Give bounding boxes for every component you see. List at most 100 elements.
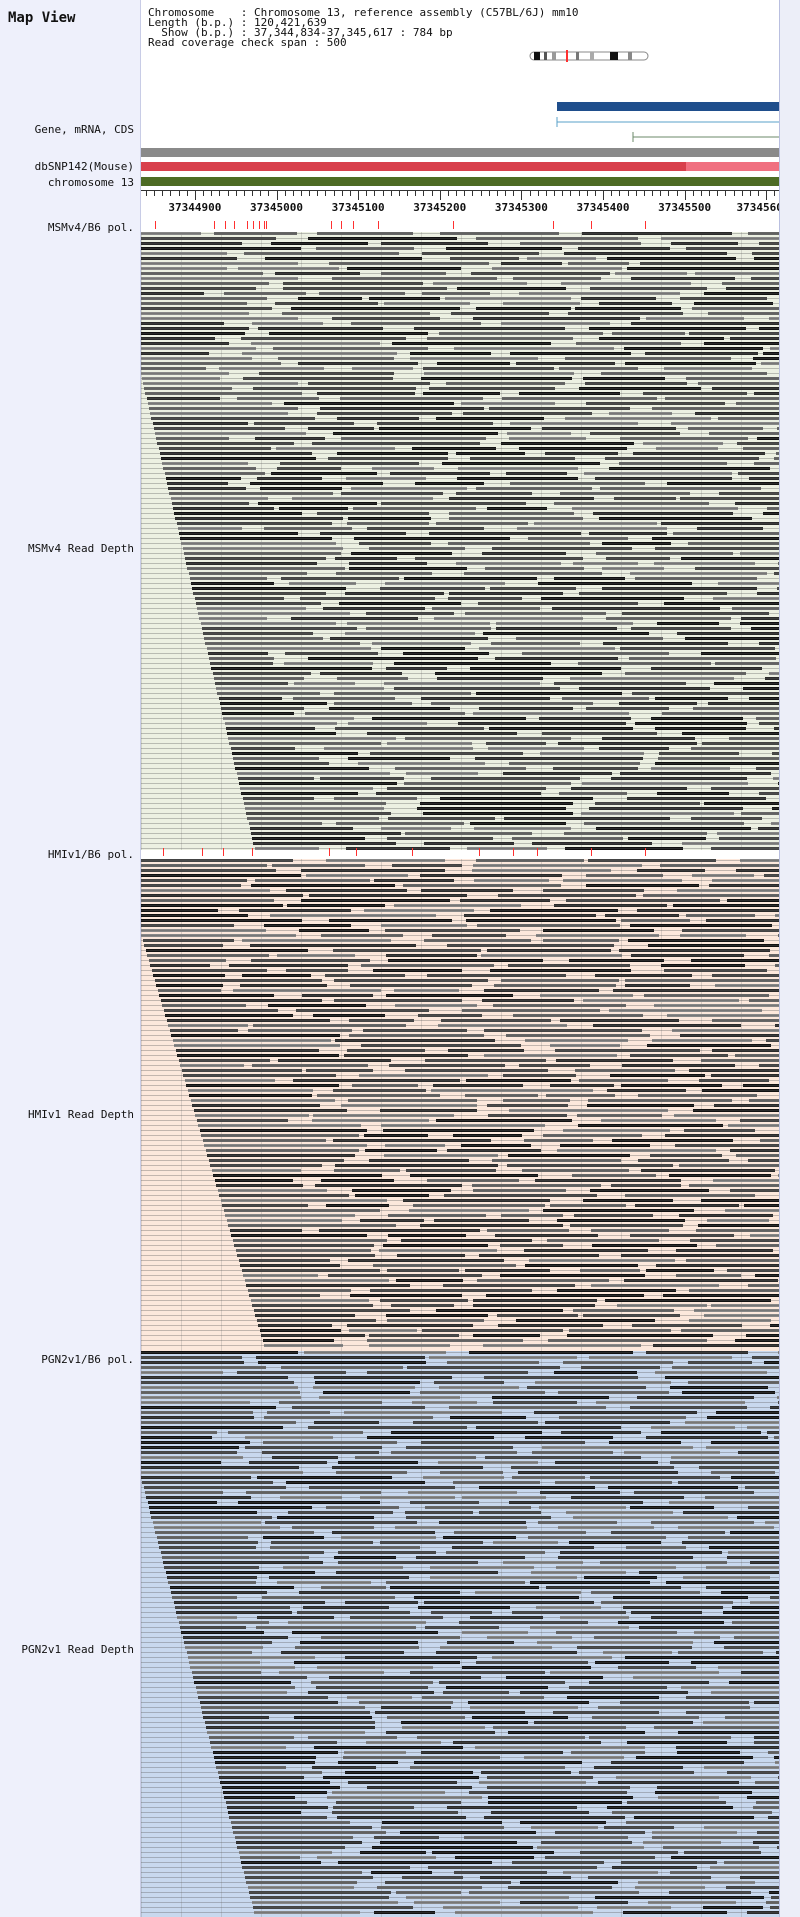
sequence-read bbox=[706, 1446, 781, 1449]
sequence-read bbox=[521, 1169, 630, 1172]
sequence-read bbox=[208, 1159, 344, 1162]
snp-marker[interactable] bbox=[412, 848, 413, 856]
snp-marker[interactable] bbox=[645, 221, 646, 229]
sequence-read bbox=[344, 632, 475, 635]
sequence-read bbox=[638, 1094, 757, 1097]
sequence-read bbox=[620, 1084, 722, 1087]
sequence-read bbox=[570, 677, 735, 680]
scale-tick-label: 37345400 bbox=[576, 201, 630, 214]
sequence-read bbox=[307, 237, 457, 240]
sequence-read bbox=[630, 572, 768, 575]
gene-bar[interactable] bbox=[557, 102, 781, 111]
genome-view: 37344900 37345000 37345100 37345200 37345300… bbox=[141, 0, 800, 1917]
sequence-read bbox=[589, 287, 707, 290]
sequence-read bbox=[332, 949, 481, 952]
sequence-read bbox=[159, 1546, 256, 1549]
snp-marker[interactable] bbox=[537, 848, 538, 856]
read-guide bbox=[141, 1487, 781, 1488]
grid-line bbox=[581, 1351, 582, 1917]
sequence-read bbox=[491, 547, 632, 550]
snp-marker[interactable] bbox=[329, 848, 330, 856]
snp-marker[interactable] bbox=[353, 221, 354, 229]
sequence-read bbox=[405, 832, 532, 835]
snp-marker[interactable] bbox=[453, 221, 454, 229]
sequence-read bbox=[151, 969, 267, 972]
snp-marker[interactable] bbox=[591, 221, 592, 229]
sequence-read bbox=[148, 1506, 312, 1509]
chromosome-ideogram-icon[interactable] bbox=[528, 50, 652, 62]
read-guide bbox=[141, 318, 781, 319]
snp-marker[interactable] bbox=[331, 221, 332, 229]
sequence-read bbox=[186, 1084, 340, 1087]
scale-tick bbox=[603, 191, 605, 200]
sequence-read bbox=[562, 1129, 670, 1132]
sequence-read bbox=[186, 1651, 252, 1654]
read-guide bbox=[141, 1015, 781, 1016]
sequence-read bbox=[448, 1049, 524, 1052]
snp-marker[interactable] bbox=[214, 221, 215, 229]
sequence-read bbox=[695, 1229, 781, 1232]
sequence-read bbox=[411, 1401, 478, 1404]
snp-marker[interactable] bbox=[202, 848, 203, 856]
sequence-read bbox=[328, 1274, 482, 1277]
snp-marker[interactable] bbox=[479, 848, 480, 856]
sequence-read bbox=[687, 1361, 752, 1364]
sequence-read bbox=[651, 537, 781, 540]
snp-marker[interactable] bbox=[252, 848, 253, 856]
sequence-read bbox=[479, 1876, 572, 1879]
sequence-read bbox=[676, 1746, 781, 1749]
snp-marker[interactable] bbox=[155, 221, 156, 229]
snp-marker[interactable] bbox=[591, 848, 592, 856]
snp-marker[interactable] bbox=[253, 221, 254, 229]
sequence-read bbox=[325, 1506, 399, 1509]
snp-marker[interactable] bbox=[259, 221, 260, 229]
sequence-read bbox=[393, 687, 561, 690]
snp-marker[interactable] bbox=[356, 848, 357, 856]
dbsnp-bar[interactable] bbox=[141, 162, 781, 171]
snp-marker[interactable] bbox=[223, 848, 224, 856]
sequence-read bbox=[748, 1099, 781, 1102]
read-guide bbox=[141, 828, 781, 829]
sequence-read bbox=[380, 1541, 484, 1544]
snp-marker[interactable] bbox=[234, 221, 235, 229]
sequence-read bbox=[584, 822, 744, 825]
sequence-read bbox=[681, 842, 781, 845]
snp-marker[interactable] bbox=[247, 221, 248, 229]
sequence-read bbox=[527, 537, 628, 540]
msmv4-depth-label: MSMv4 Read Depth bbox=[28, 542, 134, 555]
read-guide bbox=[141, 343, 781, 344]
snp-marker[interactable] bbox=[163, 848, 164, 856]
snp-marker[interactable] bbox=[378, 221, 379, 229]
read-guide bbox=[141, 1577, 781, 1578]
sequence-read bbox=[550, 1084, 615, 1087]
sequence-read bbox=[311, 442, 481, 445]
sequence-read bbox=[595, 552, 733, 555]
sequence-read bbox=[478, 1486, 595, 1489]
snp-marker[interactable] bbox=[264, 221, 265, 229]
sequence-read bbox=[332, 1531, 435, 1534]
sequence-read bbox=[542, 1446, 693, 1449]
sequence-read bbox=[587, 1104, 695, 1107]
sequence-read bbox=[770, 1906, 781, 1909]
sequence-read bbox=[287, 1511, 393, 1514]
snp-marker[interactable] bbox=[645, 848, 646, 856]
sequence-read bbox=[204, 1144, 367, 1147]
read-guide bbox=[141, 915, 781, 916]
sequence-read bbox=[732, 607, 781, 610]
snp-marker[interactable] bbox=[513, 848, 514, 856]
snp-marker[interactable] bbox=[225, 221, 226, 229]
snp-marker[interactable] bbox=[341, 221, 342, 229]
sequence-read bbox=[671, 242, 738, 245]
snp-marker[interactable] bbox=[266, 221, 267, 229]
sequence-read bbox=[195, 1686, 295, 1689]
snp-marker[interactable] bbox=[553, 221, 554, 229]
read-guide bbox=[141, 433, 781, 434]
sequence-read bbox=[501, 979, 619, 982]
sequence-read bbox=[688, 1536, 781, 1539]
read-guide bbox=[141, 728, 781, 729]
sequence-read bbox=[141, 302, 248, 305]
sequence-read bbox=[400, 1721, 529, 1724]
sequence-read bbox=[473, 1304, 595, 1307]
sequence-read bbox=[520, 1881, 618, 1884]
read-guide bbox=[141, 1180, 781, 1181]
